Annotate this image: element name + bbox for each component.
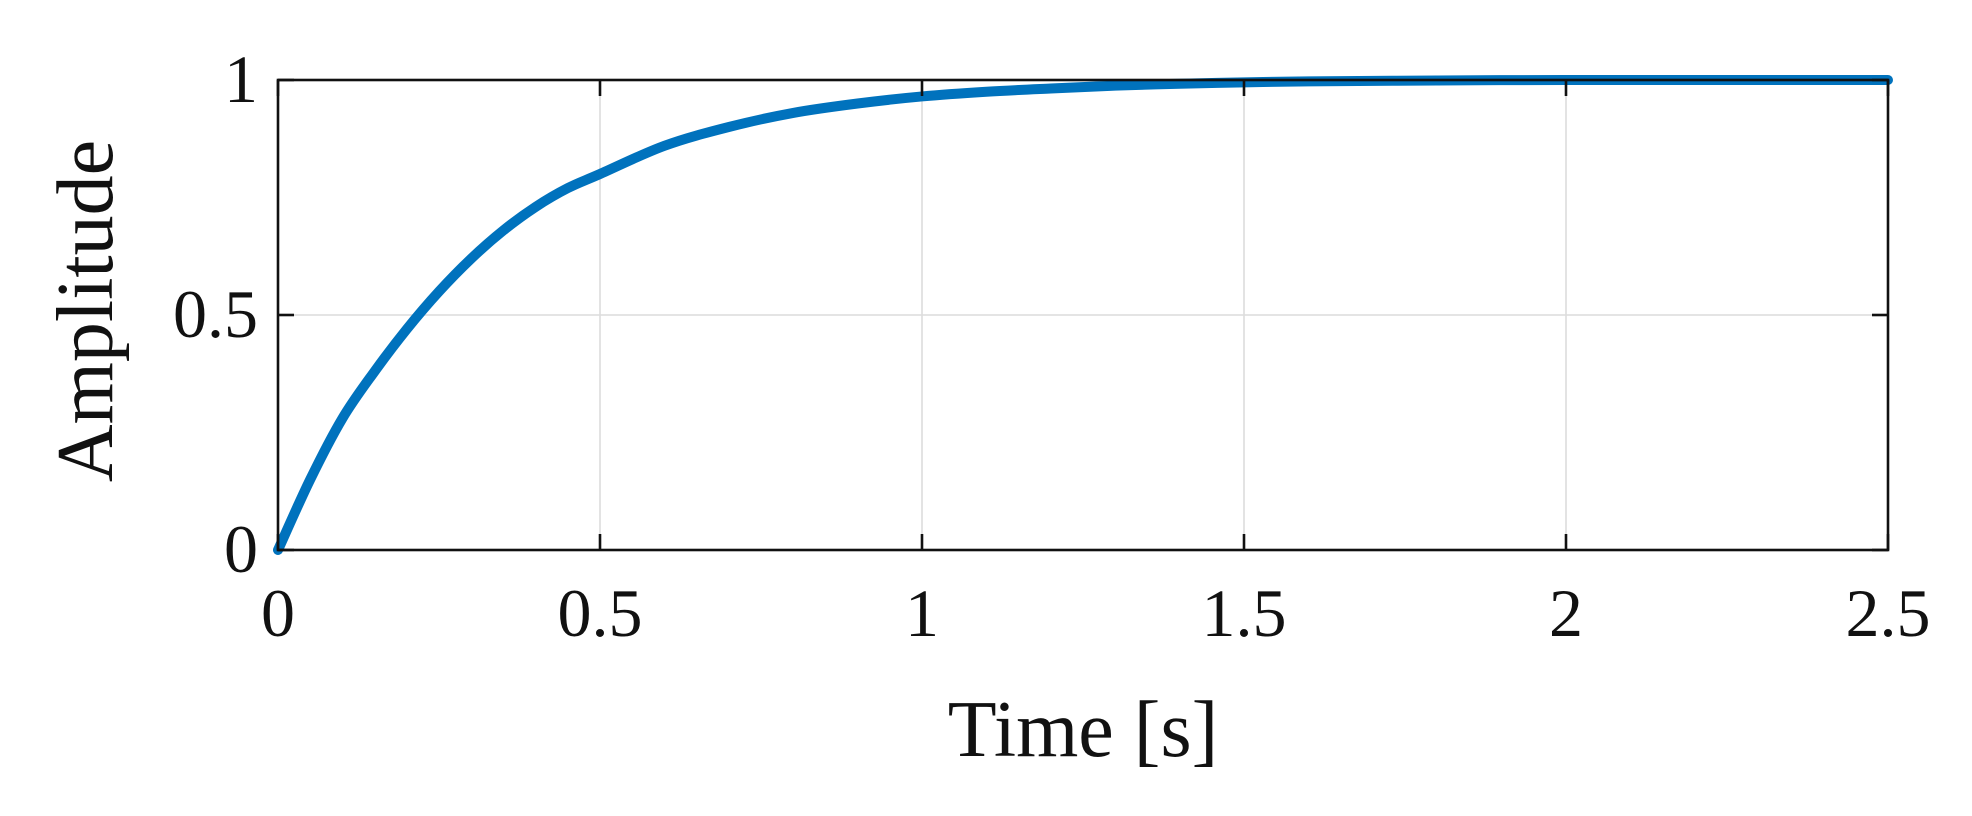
x-axis-label: Time [s] xyxy=(948,686,1218,774)
tick-marks xyxy=(276,78,1890,552)
y-axis-label: Amplitude xyxy=(42,140,130,482)
grid xyxy=(278,80,1888,550)
x-tick-label: 0.5 xyxy=(558,575,643,651)
x-tick-label: 1 xyxy=(905,575,939,651)
x-tick-label: 2 xyxy=(1549,575,1583,651)
y-tick-labels: 00.51 xyxy=(173,41,258,587)
x-tick-label: 2.5 xyxy=(1846,575,1931,651)
y-tick-label: 0 xyxy=(224,511,258,587)
x-tick-labels: 0 0.5 1 1.5 2 2.5 xyxy=(261,575,1931,651)
x-tick-label: 1.5 xyxy=(1202,575,1287,651)
y-tick-label: 0.5 xyxy=(173,276,258,352)
x-tick-label: 0 xyxy=(261,575,295,651)
y-tick-label: 1 xyxy=(224,41,258,117)
